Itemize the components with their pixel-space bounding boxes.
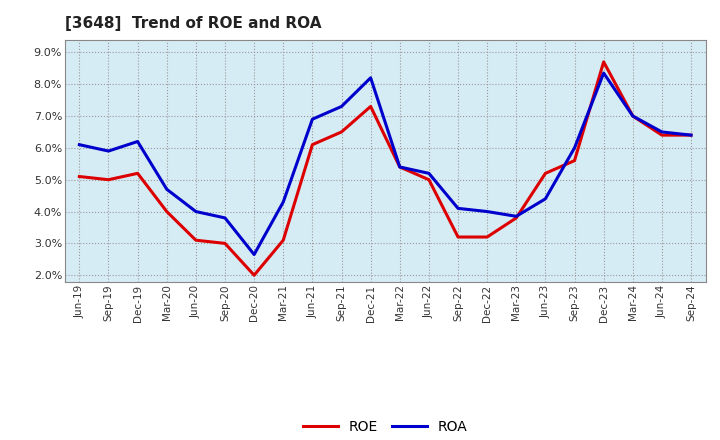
ROE [75, 174, 84, 179]
ROA [629, 114, 637, 119]
ROA [570, 145, 579, 150]
ROE [454, 235, 462, 240]
ROE [279, 238, 287, 243]
ROE [570, 158, 579, 163]
ROA [104, 148, 113, 154]
ROA [337, 104, 346, 109]
Line: ROA: ROA [79, 73, 691, 254]
ROA [454, 206, 462, 211]
ROE [192, 238, 200, 243]
ROE [104, 177, 113, 182]
ROA [425, 171, 433, 176]
ROA [366, 75, 375, 81]
ROA [220, 215, 229, 220]
ROA [250, 252, 258, 257]
ROA [687, 132, 696, 138]
ROE [629, 114, 637, 119]
ROE [512, 215, 521, 220]
ROA [512, 214, 521, 219]
ROE [163, 209, 171, 214]
ROE [308, 142, 317, 147]
ROE [133, 171, 142, 176]
ROA [192, 209, 200, 214]
ROA [308, 117, 317, 122]
ROA [599, 70, 608, 76]
ROE [366, 104, 375, 109]
ROE [220, 241, 229, 246]
ROE [337, 129, 346, 135]
ROE [395, 164, 404, 169]
ROA [279, 199, 287, 205]
ROE [687, 132, 696, 138]
ROA [163, 187, 171, 192]
ROA [395, 164, 404, 169]
ROA [133, 139, 142, 144]
Legend: ROE, ROA: ROE, ROA [297, 414, 473, 440]
ROA [541, 196, 550, 202]
ROE [250, 273, 258, 278]
ROA [75, 142, 84, 147]
Text: [3648]  Trend of ROE and ROA: [3648] Trend of ROE and ROA [65, 16, 321, 32]
ROA [657, 129, 666, 135]
ROA [483, 209, 492, 214]
ROE [425, 177, 433, 182]
Line: ROE: ROE [79, 62, 691, 275]
ROE [541, 171, 550, 176]
ROE [657, 132, 666, 138]
ROE [483, 235, 492, 240]
ROE [599, 59, 608, 65]
